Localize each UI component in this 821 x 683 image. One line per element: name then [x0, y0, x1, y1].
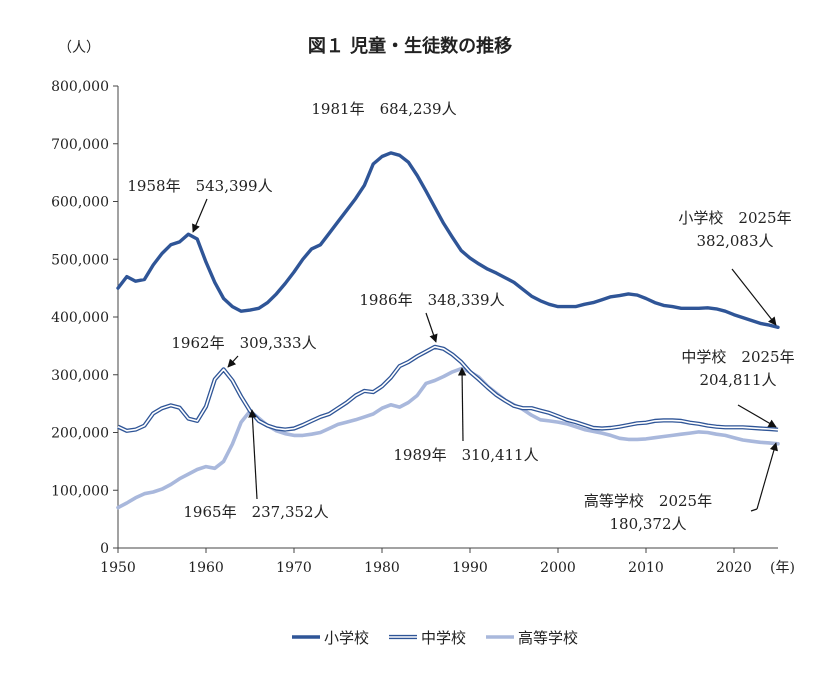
legend-label-1: 小学校 [324, 629, 369, 647]
legend: 小学校 中学校 高等学校 [292, 629, 578, 647]
y-tick-label: 0 [100, 541, 109, 557]
y-tick-label: 300,000 [51, 368, 109, 384]
x-tick-label: 1990 [452, 560, 488, 576]
annotation-label: 1965年 237,352人 [183, 503, 328, 521]
series-line-1 [116, 151, 780, 329]
x-tick-label: 2010 [628, 560, 664, 576]
annotation-arrow [425, 312, 438, 343]
x-tick-label: 1980 [364, 560, 400, 576]
x-axis-label: (年) [770, 560, 795, 576]
y-tick-label: 700,000 [51, 137, 109, 153]
annotation-label: 1958年 543,399人 [127, 177, 272, 195]
annotation-arrow [192, 198, 208, 233]
legend-label-3: 高等学校 [518, 629, 578, 647]
annotation-arrow [756, 442, 778, 510]
annotation-label: 1962年 309,333人 [171, 334, 316, 352]
annotation-label: 1989年 310,411人 [393, 446, 538, 464]
annotation-arrow [731, 268, 777, 326]
annotation-label: 高等学校 2025年 [584, 492, 712, 510]
x-tick-label: 1960 [188, 560, 224, 576]
annotation-label: 180,372人 [609, 515, 686, 533]
x-tick-label: 1970 [276, 560, 312, 576]
annotations: 1958年 543,399人 1981年 684,239人 1962年 309,33… [127, 100, 794, 533]
y-tick-label: 600,000 [51, 195, 109, 211]
series-lines [116, 151, 780, 510]
y-axis-label: （人） [58, 40, 100, 56]
y-tick-label: 100,000 [51, 483, 109, 499]
series-line-3 [116, 366, 780, 510]
y-tick-label: 400,000 [51, 310, 109, 326]
annotation-label: 1981年 684,239人 [311, 100, 456, 118]
legend-label-2: 中学校 [421, 629, 466, 647]
x-tick-label: 2000 [540, 560, 576, 576]
chart-title: 図１ 児童・生徒数の推移 [308, 35, 512, 57]
axes: 0 100,000 200,000 300,000 400,000 500,000 600,… [51, 79, 778, 576]
series-line-2 [117, 344, 779, 433]
annotation-leader [750, 508, 758, 512]
x-tick-label: 1950 [100, 560, 136, 576]
annotation-arrow [227, 355, 239, 368]
annotation-label: 中学校 2025年 [681, 348, 794, 366]
y-tick-label: 800,000 [51, 79, 109, 95]
y-tick-label: 500,000 [51, 252, 109, 268]
annotation-arrow [737, 404, 777, 428]
x-tick-label: 2020 [716, 560, 752, 576]
annotation-arrow [248, 409, 258, 500]
annotation-label: 204,811人 [699, 371, 776, 389]
y-tick-label: 200,000 [51, 426, 109, 442]
annotation-label: 小学校 2025年 [678, 209, 791, 227]
annotation-arrow [457, 367, 467, 442]
annotation-label: 382,083人 [696, 232, 773, 250]
series-line-2-inner [117, 346, 779, 432]
annotation-label: 1986年 348,339人 [359, 291, 504, 309]
